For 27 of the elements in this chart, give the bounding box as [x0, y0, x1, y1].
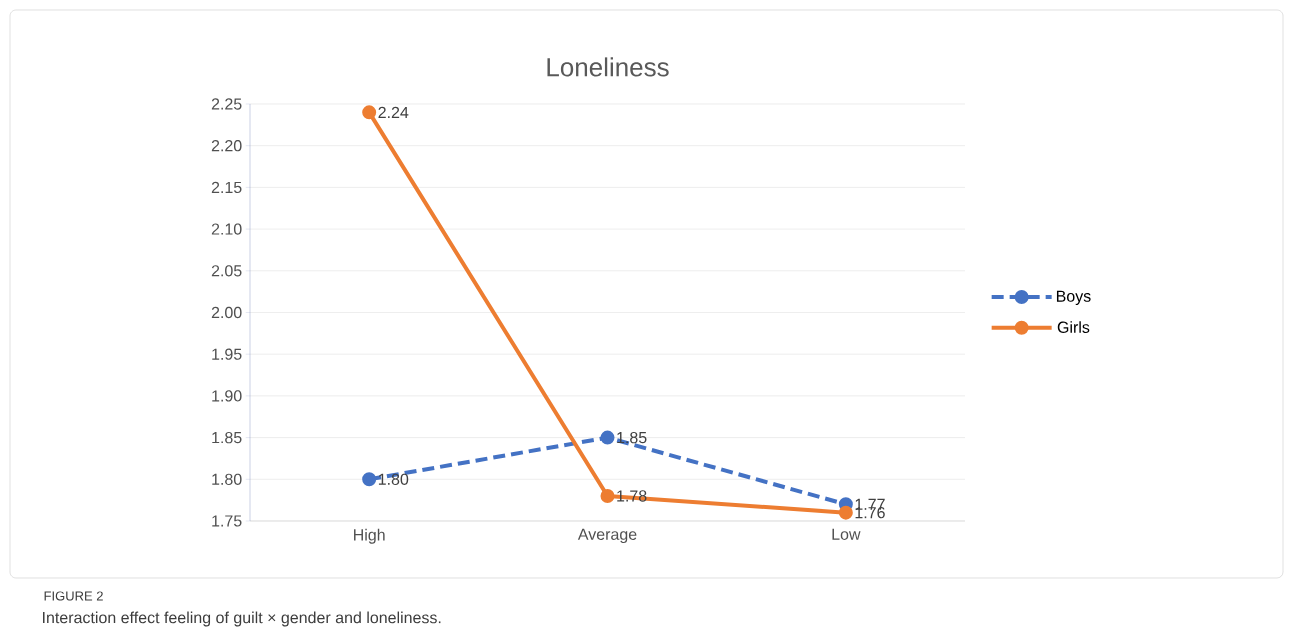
point: [838, 505, 853, 520]
y-tick-label: 1.75: [212, 515, 242, 527]
y-tick-label: 2.15: [211, 181, 242, 194]
y-tick-label: 1.80: [212, 473, 242, 485]
point: [600, 488, 615, 503]
y-tick-label: 2.00: [211, 306, 242, 319]
x-tick-label: Low: [832, 528, 861, 540]
point: [362, 472, 377, 487]
y-tick-label: 1.90: [212, 390, 242, 402]
text: Interaction effect feeling of guilt × gender and loneliness.: [43, 611, 441, 627]
data-label: 2.24: [378, 106, 409, 118]
x-tick-label: Average: [577, 528, 637, 544]
point: [362, 105, 377, 120]
chart-title: Loneliness: [547, 57, 669, 77]
y-tick-label: 1.95: [212, 348, 242, 360]
y-tick-label: 2.25: [211, 98, 242, 110]
caption: FIGURE 2: [44, 591, 103, 601]
y-tick-label: 2.10: [211, 223, 242, 235]
legend-label: Girls: [1057, 321, 1090, 333]
y-tick-label: 2.20: [211, 140, 242, 152]
x-tick-label: High: [354, 528, 385, 544]
data-label: 1.80: [378, 473, 409, 485]
data-label: 1.85: [617, 431, 647, 444]
legend-label: Boys: [1056, 290, 1091, 306]
y-tick-label: 1.85: [212, 431, 242, 444]
y-tick-label: 2.05: [211, 265, 242, 277]
point: [600, 430, 615, 445]
